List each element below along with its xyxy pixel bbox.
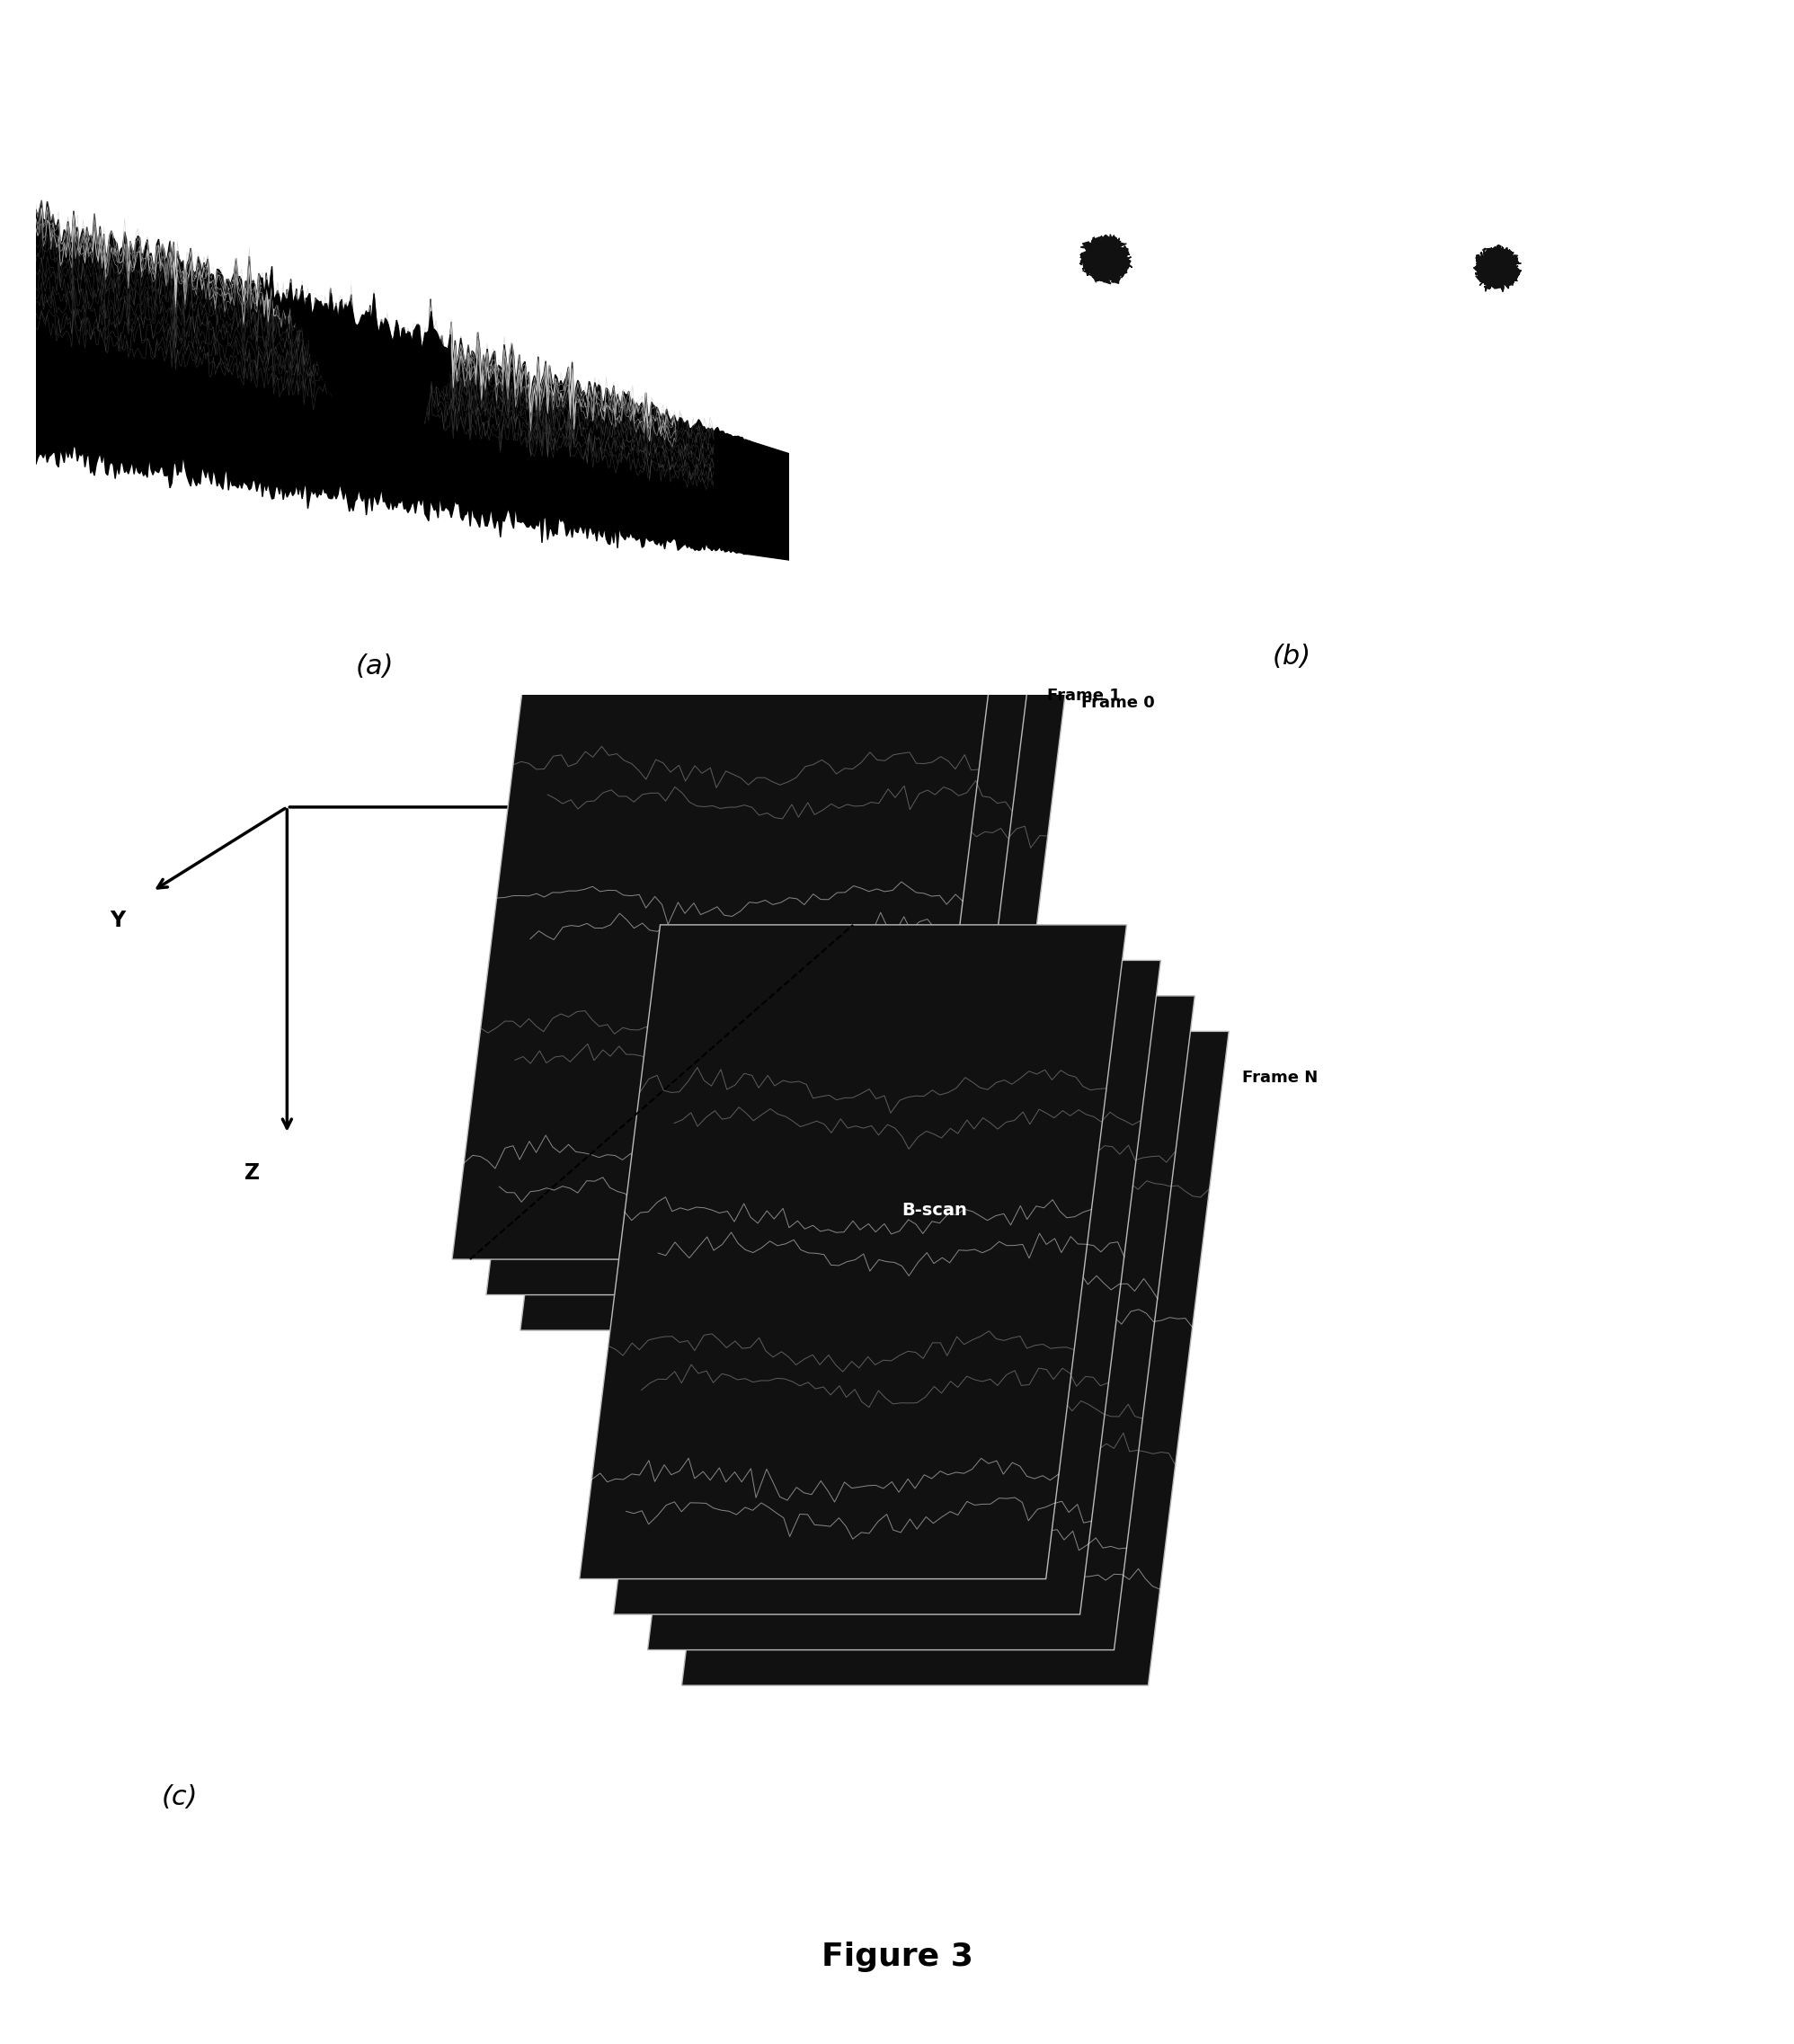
Text: Frame 0: Frame 0 [1080, 695, 1154, 711]
Text: (a): (a) [355, 654, 395, 679]
Text: Figure 3: Figure 3 [822, 1942, 972, 1972]
Polygon shape [1046, 202, 1163, 313]
Polygon shape [1444, 215, 1548, 317]
Polygon shape [579, 924, 1127, 1578]
Text: Y: Y [109, 910, 126, 932]
Text: B-scan: B-scan [902, 1202, 967, 1220]
Text: (b): (b) [1272, 644, 1311, 670]
Text: X: X [655, 797, 671, 818]
Polygon shape [1473, 245, 1521, 292]
Bar [965, 484, 1245, 507]
Polygon shape [36, 200, 789, 560]
Polygon shape [452, 605, 999, 1259]
Polygon shape [682, 1032, 1229, 1686]
Polygon shape [648, 995, 1195, 1650]
Text: Z: Z [244, 1163, 260, 1183]
Polygon shape [520, 677, 1067, 1331]
Text: Frame N: Frame N [1243, 1069, 1319, 1085]
Text: (c): (c) [161, 1784, 197, 1811]
Polygon shape [262, 270, 450, 493]
Text: Frame 1: Frame 1 [1048, 687, 1119, 703]
Polygon shape [486, 640, 1033, 1294]
Polygon shape [614, 961, 1161, 1615]
Polygon shape [1080, 235, 1132, 284]
